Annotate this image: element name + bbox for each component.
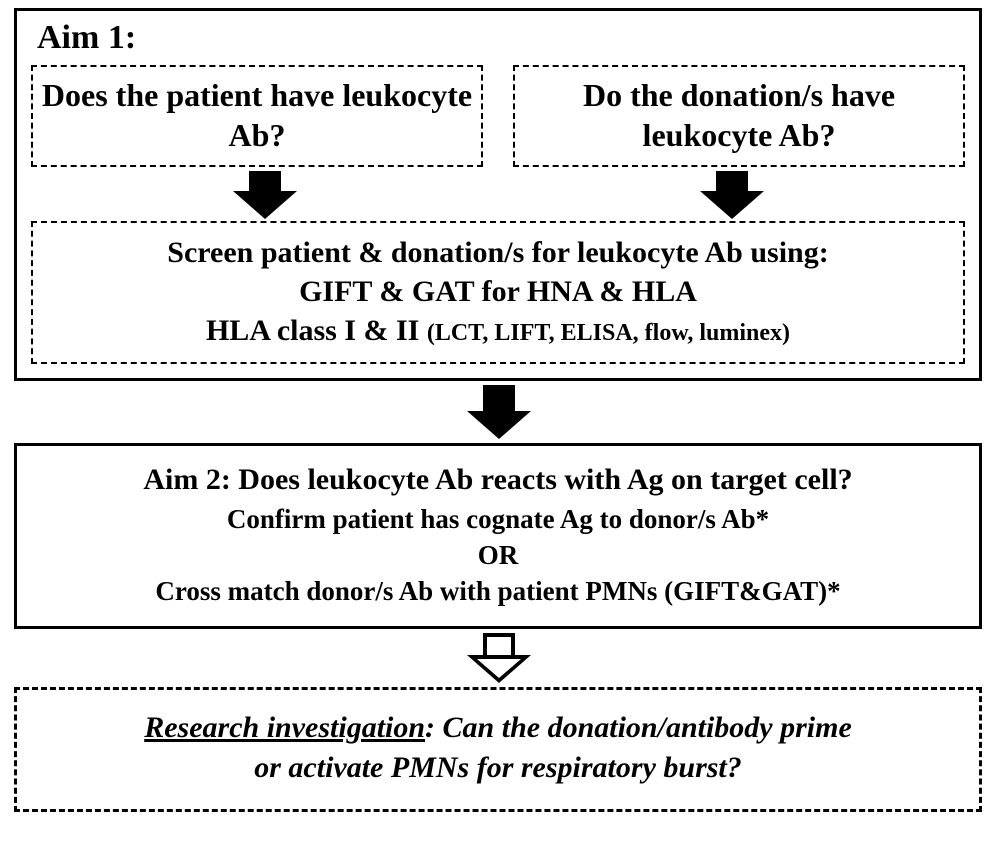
screen-line3: HLA class I & II (LCT, LIFT, ELISA, flow…	[39, 311, 957, 350]
research-label: Research investigation	[144, 711, 425, 744]
screen-line2: GIFT & GAT for HNA & HLA	[39, 272, 957, 311]
arrow-down-hollow-icon	[467, 633, 531, 683]
research-rest1: Can the donation/antibody prime	[435, 711, 852, 744]
research-box: Research investigation: Can the donation…	[14, 687, 982, 812]
patient-question-box: Does the patient have leukocyte Ab?	[31, 65, 483, 167]
donation-question-box: Do the donation/s have leukocyte Ab?	[513, 65, 965, 167]
arrow-aim1-to-aim2	[14, 385, 984, 439]
research-line1: Research investigation: Can the donation…	[27, 708, 969, 749]
arrow-aim2-to-research	[14, 633, 984, 683]
screen-box: Screen patient & donation/s for leukocyt…	[31, 221, 965, 364]
arrow-down-icon	[700, 171, 764, 219]
aim2-line2: OR	[27, 537, 969, 573]
screen-line3-main: HLA class I & II	[206, 314, 427, 347]
aim2-line1: Confirm patient has cognate Ag to donor/…	[27, 501, 969, 537]
aim2-line3: Cross match donor/s Ab with patient PMNs…	[27, 573, 969, 609]
aim1-title: Aim 1:	[37, 19, 965, 57]
research-colon: :	[425, 711, 435, 744]
aim2-title: Aim 2: Does leukocyte Ab reacts with Ag …	[27, 460, 969, 501]
aim1-box: Aim 1: Does the patient have leukocyte A…	[14, 8, 982, 381]
arrow-down-icon	[467, 385, 531, 439]
arrow-down-icon	[233, 171, 297, 219]
screen-line3-sub: (LCT, LIFT, ELISA, flow, luminex)	[427, 320, 790, 346]
screen-line1: Screen patient & donation/s for leukocyt…	[39, 233, 957, 272]
research-line2: or activate PMNs for respiratory burst?	[27, 748, 969, 789]
aim2-box: Aim 2: Does leukocyte Ab reacts with Ag …	[14, 443, 982, 629]
aim1-questions-row: Does the patient have leukocyte Ab? Do t…	[31, 65, 965, 167]
aim1-arrow-row	[31, 171, 965, 219]
